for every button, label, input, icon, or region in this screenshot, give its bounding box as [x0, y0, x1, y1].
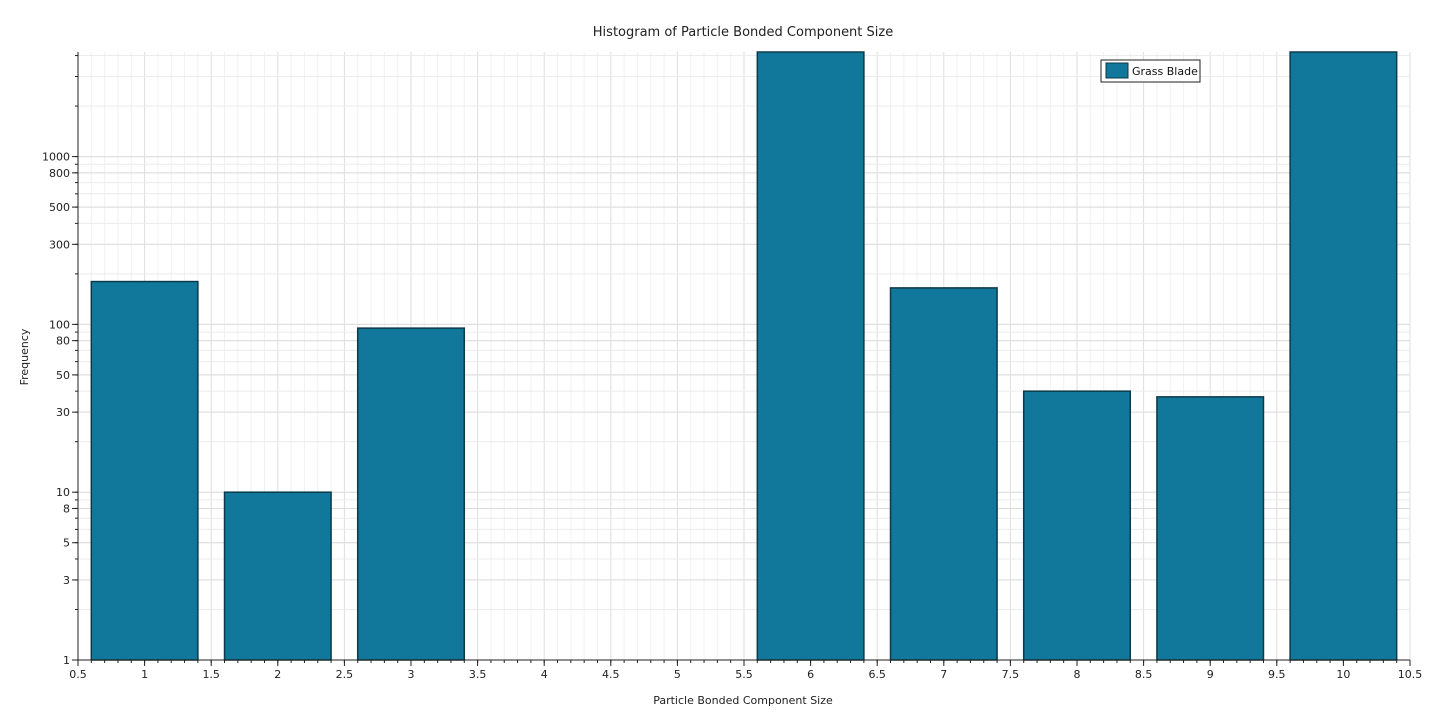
histogram-bar [90, 280, 199, 661]
x-tick-label: 10.5 [1398, 668, 1423, 681]
x-tick-label: 3.5 [469, 668, 487, 681]
y-tick-label: 50 [56, 369, 70, 382]
x-tick-label: 1 [141, 668, 148, 681]
x-tick-label: 2.5 [336, 668, 354, 681]
x-tick-label: 4.5 [602, 668, 620, 681]
y-tick-label: 100 [49, 318, 70, 331]
x-axis-label: Particle Bonded Component Size [653, 694, 833, 707]
x-tick-label: 9.5 [1268, 668, 1286, 681]
axes: 0.5 1 1.5 2 2.5 3 3.5 4 4.5 5 5.5 6 6.5 7 7.5 8 8.5 9 9.5 1… [42, 52, 1422, 681]
x-tick-label: 0.5 [69, 668, 87, 681]
x-tick-label: 7.5 [1002, 668, 1020, 681]
y-tick-label: 10 [56, 486, 70, 499]
x-tick-label: 2 [274, 668, 281, 681]
x-tick-label: 7 [940, 668, 947, 681]
x-tick-label: 1.5 [202, 668, 220, 681]
x-tick-label: 4 [541, 668, 548, 681]
y-axis-label: Frequency [18, 328, 31, 385]
y-tick-label: 500 [49, 201, 70, 214]
x-tick-label: 8.5 [1135, 668, 1153, 681]
x-tick-label: 8 [1074, 668, 1081, 681]
y-tick-label: 30 [56, 406, 70, 419]
legend: Grass Blade [1100, 59, 1201, 83]
x-tick-label: 6 [807, 668, 814, 681]
x-tick-label: 5 [674, 668, 681, 681]
x-tick-label: 3 [408, 668, 415, 681]
y-tick-label: 1 [63, 654, 70, 667]
y-tick-label: 1000 [42, 151, 70, 164]
histogram-bar [1289, 51, 1398, 661]
chart-title: Histogram of Particle Bonded Component S… [593, 25, 893, 40]
legend-swatch [1105, 62, 1129, 79]
x-tick-label: 9 [1207, 668, 1214, 681]
y-tick-label: 8 [63, 502, 70, 515]
y-tick-label: 3 [63, 574, 70, 587]
histogram-bar [1022, 390, 1132, 661]
histogram-bar [356, 327, 466, 661]
y-tick-label: 300 [49, 238, 70, 251]
histogram-bar [756, 51, 865, 661]
histogram-bar [889, 287, 998, 661]
legend-label: Grass Blade [1132, 65, 1198, 78]
x-tick-label: 6.5 [868, 668, 886, 681]
y-tick-label: 5 [63, 537, 70, 550]
y-tick-label: 800 [49, 167, 70, 180]
bars [90, 51, 1398, 661]
histogram-bar [223, 491, 332, 661]
y-tick-label: 80 [56, 335, 70, 348]
histogram-bar [1156, 396, 1265, 661]
x-tick-label: 5.5 [735, 668, 753, 681]
x-tick-label: 10 [1336, 668, 1350, 681]
